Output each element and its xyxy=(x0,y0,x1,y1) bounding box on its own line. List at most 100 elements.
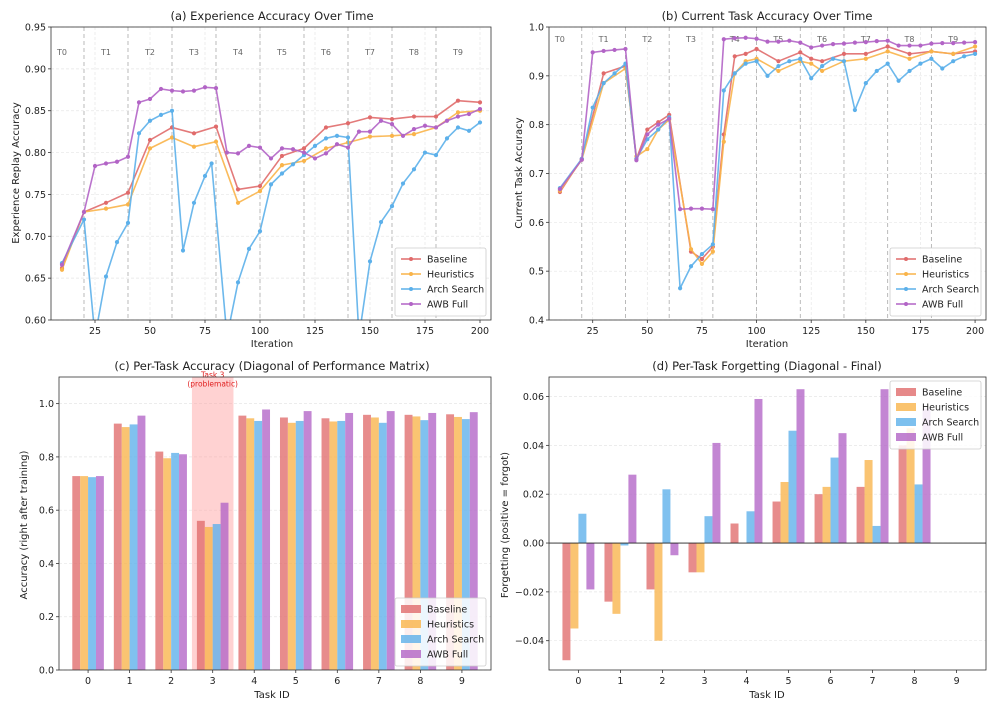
panel-a-point-2-27 xyxy=(367,259,373,264)
panel-b-point-1-22 xyxy=(907,56,912,61)
panel-b-point-2-14 xyxy=(721,88,726,93)
panel-c-legend-label-0: Baseline xyxy=(427,605,467,616)
panel-b-point-3-0 xyxy=(557,187,563,192)
panel-d-bar-3-6 xyxy=(838,433,847,544)
panel-b-point-0-18 xyxy=(820,59,825,64)
panel-a-xtick-6: 175 xyxy=(416,326,434,337)
panel-a-point-1-3 xyxy=(125,202,131,207)
panel-b-legend-marker-1 xyxy=(904,272,908,276)
panel-d-bar-3-5 xyxy=(796,389,805,544)
panel-b-point-2-20 xyxy=(787,59,792,64)
panel-b-point-3-15 xyxy=(732,36,737,41)
panel-a-point-0-15 xyxy=(389,116,395,122)
panel-b-point-2-27 xyxy=(863,81,868,86)
panel-b-point-1-5 xyxy=(645,146,650,152)
panel-a-point-2-37 xyxy=(477,120,483,125)
panel-a-point-3-35 xyxy=(455,114,461,119)
panel-a-point-0-16 xyxy=(411,114,417,119)
panel-b-point-2-11 xyxy=(688,264,694,269)
panel-a-point-2-36 xyxy=(466,128,472,133)
panel-b-point-2-29 xyxy=(885,61,890,66)
panel-c-ytick-5: 1.0 xyxy=(39,399,54,410)
panel-a-point-0-12 xyxy=(323,125,329,130)
panel-c-bar-0-0 xyxy=(72,476,81,670)
panel-b-point-3-31 xyxy=(907,43,912,48)
panel-d-ytick-3: 0.02 xyxy=(523,490,544,501)
panel-a-point-2-35 xyxy=(455,125,461,130)
panel-c-xtick-8: 8 xyxy=(417,676,423,687)
panel-c-bar-2-2 xyxy=(171,452,180,670)
panel-a-point-0-11 xyxy=(301,146,307,151)
panel-d-bar-0-1 xyxy=(604,543,613,602)
panel-c-bar-3-1 xyxy=(137,415,146,670)
panel-d-bar-3-1 xyxy=(628,474,637,544)
panel-b-task-label-0: T0 xyxy=(554,35,565,44)
panel-d-legend-box xyxy=(889,380,982,450)
panel-c-bar-3-3 xyxy=(220,502,229,670)
panel-a-point-3-7 xyxy=(147,96,153,102)
panel-b-point-2-8 xyxy=(656,127,661,132)
panel-d-ylabel: Forgetting (positive = forgot) xyxy=(500,452,511,598)
panel-d-bar-2-3 xyxy=(704,516,713,544)
panel-d-xtick-1: 1 xyxy=(617,676,623,687)
panel-b-legend-marker-2 xyxy=(904,287,908,291)
panel-b-task-label-8: T8 xyxy=(904,35,915,44)
panel-b-series-3 xyxy=(557,35,978,212)
panel-a-point-3-3 xyxy=(103,161,109,166)
panel-a-point-2-10 xyxy=(180,248,186,253)
panel-a-point-3-25 xyxy=(345,145,351,150)
panel-b-xtick-5: 150 xyxy=(857,326,875,337)
panel-b-point-0-14 xyxy=(754,46,759,52)
panel-c-bar-2-8 xyxy=(420,420,429,670)
panel-a-point-2-15 xyxy=(235,280,241,285)
panel-d-legend-label-3: AWB Full xyxy=(922,433,963,444)
panel-a-legend-marker-1 xyxy=(409,272,413,276)
panel-a-point-1-2 xyxy=(103,206,109,211)
panel-a-point-2-8 xyxy=(158,112,164,117)
panel-d-legend-label-0: Baseline xyxy=(922,388,962,399)
panel-b-point-0-15 xyxy=(776,59,781,64)
panel-b-task-label-2: T2 xyxy=(641,35,652,44)
panel-d-xtick-8: 8 xyxy=(912,676,918,687)
panel-a-point-3-32 xyxy=(422,123,428,128)
panel-c-bar-3-8 xyxy=(428,412,437,670)
panel-b-point-3-27 xyxy=(863,40,868,45)
panel-b-point-0-21 xyxy=(885,44,890,49)
panel-c-bar-2-0 xyxy=(88,477,96,670)
panel-a-ytick-0: 0.60 xyxy=(25,316,46,327)
panel-b-ytick-1: 0.5 xyxy=(529,267,544,278)
panel-a-point-3-17 xyxy=(257,145,263,150)
panel-b-point-1-11 xyxy=(721,139,726,144)
panel-d-legend-swatch-3 xyxy=(896,433,916,441)
panel-b-point-2-18 xyxy=(765,73,770,78)
panel-d-xtick-3: 3 xyxy=(701,676,707,687)
panel-c-ytick-4: 0.8 xyxy=(39,452,54,463)
panel-a-point-0-17 xyxy=(433,114,439,119)
panel-b-point-1-9 xyxy=(699,261,705,266)
panel-b-point-2-36 xyxy=(962,54,967,59)
panel-c-bar-1-5 xyxy=(287,422,296,670)
panel-d-xlabel: Task ID xyxy=(748,690,785,701)
panel-d-bar-2-1 xyxy=(620,543,629,546)
panel-a-task-label-2: T2 xyxy=(144,48,155,57)
panel-b-point-3-30 xyxy=(896,43,901,48)
panel-a-line-0 xyxy=(61,99,481,269)
panel-b-legend-box xyxy=(889,247,982,317)
panel-c-legend-swatch-2 xyxy=(401,635,421,643)
panel-d-bar-0-3 xyxy=(688,543,697,573)
panel-a-point-3-20 xyxy=(290,147,296,152)
panel-d-legend-swatch-2 xyxy=(896,418,916,426)
panel-a-ytick-3: 0.75 xyxy=(25,190,46,201)
panel-b-point-2-24 xyxy=(830,56,836,61)
panel-d-bar-3-2 xyxy=(670,543,679,556)
panel-c-bar-2-5 xyxy=(295,420,304,670)
panel-b-point-3-5 xyxy=(623,46,628,52)
panel-b-point-2-31 xyxy=(907,68,912,74)
panel-b-task-label-9: T9 xyxy=(947,35,958,44)
panel-d-bar-0-0 xyxy=(562,543,571,661)
panel-b-point-3-23 xyxy=(820,43,825,48)
panel-a-ytick-2: 0.70 xyxy=(25,232,46,243)
panel-d-ytick-0: −0.04 xyxy=(515,636,544,647)
panel-a-legend-marker-0 xyxy=(409,257,413,261)
panel-a-point-0-19 xyxy=(477,100,483,105)
